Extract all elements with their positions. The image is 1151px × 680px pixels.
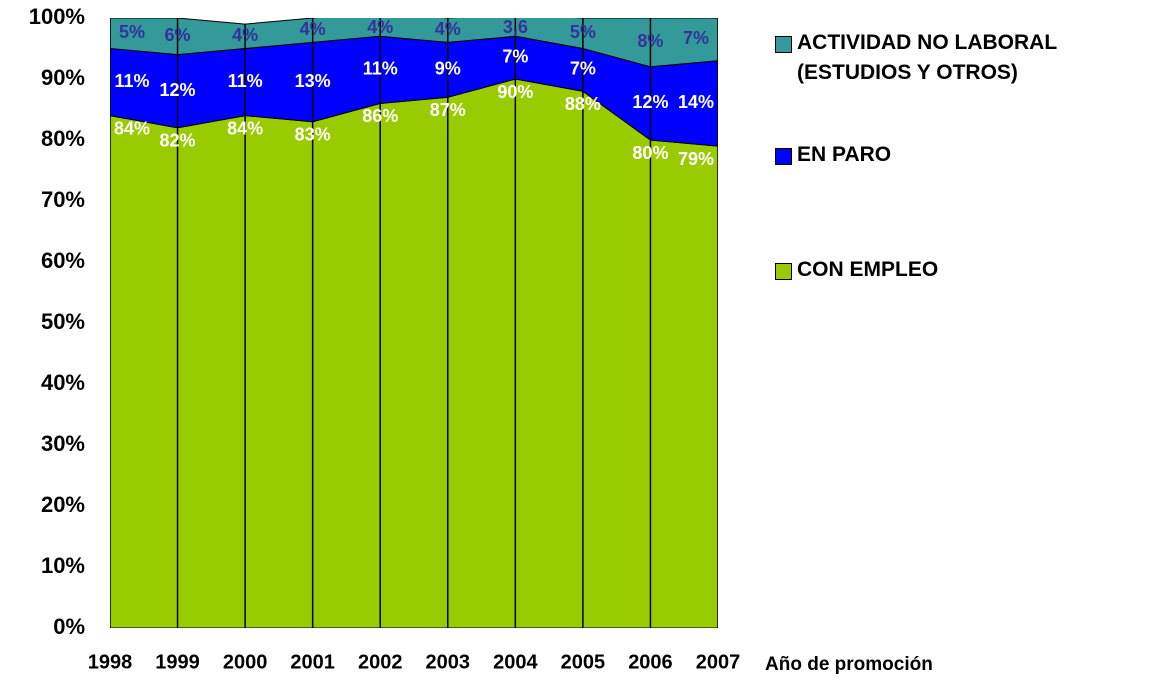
data-label: 7%	[502, 46, 528, 66]
x-tick-label: 2002	[358, 651, 403, 673]
data-label: 83%	[295, 124, 331, 144]
x-tick-label: 2005	[561, 651, 606, 673]
data-label: 12%	[632, 92, 668, 112]
y-tick-label: 0%	[53, 614, 85, 639]
x-tick-label: 1999	[155, 651, 200, 673]
data-label: 4%	[367, 17, 393, 37]
y-tick-label: 60%	[41, 248, 85, 273]
data-label: 11%	[114, 71, 149, 91]
data-label: 82%	[160, 131, 196, 151]
x-tick-label: 2001	[290, 651, 335, 673]
y-tick-label: 20%	[41, 492, 85, 517]
plot-area	[110, 18, 718, 628]
data-label: 86%	[362, 106, 398, 126]
data-label: 84%	[227, 118, 263, 138]
data-label: 79%	[678, 149, 714, 169]
data-label: 6%	[165, 25, 191, 45]
legend-swatch	[775, 263, 792, 280]
y-tick-label: 10%	[41, 553, 85, 578]
data-label: 4%	[300, 19, 326, 39]
x-tick-label: 2000	[223, 651, 268, 673]
area	[110, 78, 718, 628]
data-label: 90%	[497, 82, 533, 102]
legend-label: EN PARO	[797, 143, 892, 166]
legend-swatch	[775, 36, 792, 53]
area	[110, 18, 718, 68]
x-tick-label: 2003	[426, 651, 471, 673]
data-label: 13%	[295, 71, 331, 91]
x-axis-title: Año de promoción	[765, 654, 933, 675]
data-label: 7%	[683, 28, 709, 48]
data-label: 5%	[119, 22, 145, 42]
y-tick-label: 50%	[41, 309, 85, 334]
data-label: 87%	[430, 100, 466, 120]
legend-label: CON EMPLEO	[797, 258, 939, 281]
data-label: 4%	[435, 19, 461, 39]
data-label: 11%	[363, 59, 398, 79]
x-tick-label: 2006	[628, 651, 673, 673]
data-label: 12%	[160, 80, 196, 100]
data-label: 7%	[570, 59, 596, 79]
data-label: 11%	[228, 71, 263, 91]
legend-label: ACTIVIDAD NO LABORAL (ESTUDIOS Y OTROS)	[797, 31, 1057, 84]
y-tick-label: 100%	[29, 4, 85, 29]
y-tick-label: 90%	[41, 65, 85, 90]
data-label: 80%	[632, 143, 668, 163]
data-label: 84%	[114, 118, 150, 138]
data-label: 14%	[678, 92, 714, 112]
y-tick-label: 70%	[41, 187, 85, 212]
y-tick-label: 40%	[41, 370, 85, 395]
legend-swatch	[775, 148, 792, 165]
data-label: 5%	[570, 22, 596, 42]
x-tick-label: 1998	[88, 651, 133, 673]
y-tick-label: 80%	[41, 126, 85, 151]
data-label: 3,6	[503, 17, 528, 37]
y-tick-label: 30%	[41, 431, 85, 456]
x-tick-label: 2004	[493, 651, 538, 673]
data-label: 4%	[232, 25, 258, 45]
x-tick-label: 2007	[696, 651, 741, 673]
data-label: 8%	[637, 31, 663, 51]
data-label: 9%	[435, 59, 461, 79]
data-label: 88%	[565, 94, 601, 114]
